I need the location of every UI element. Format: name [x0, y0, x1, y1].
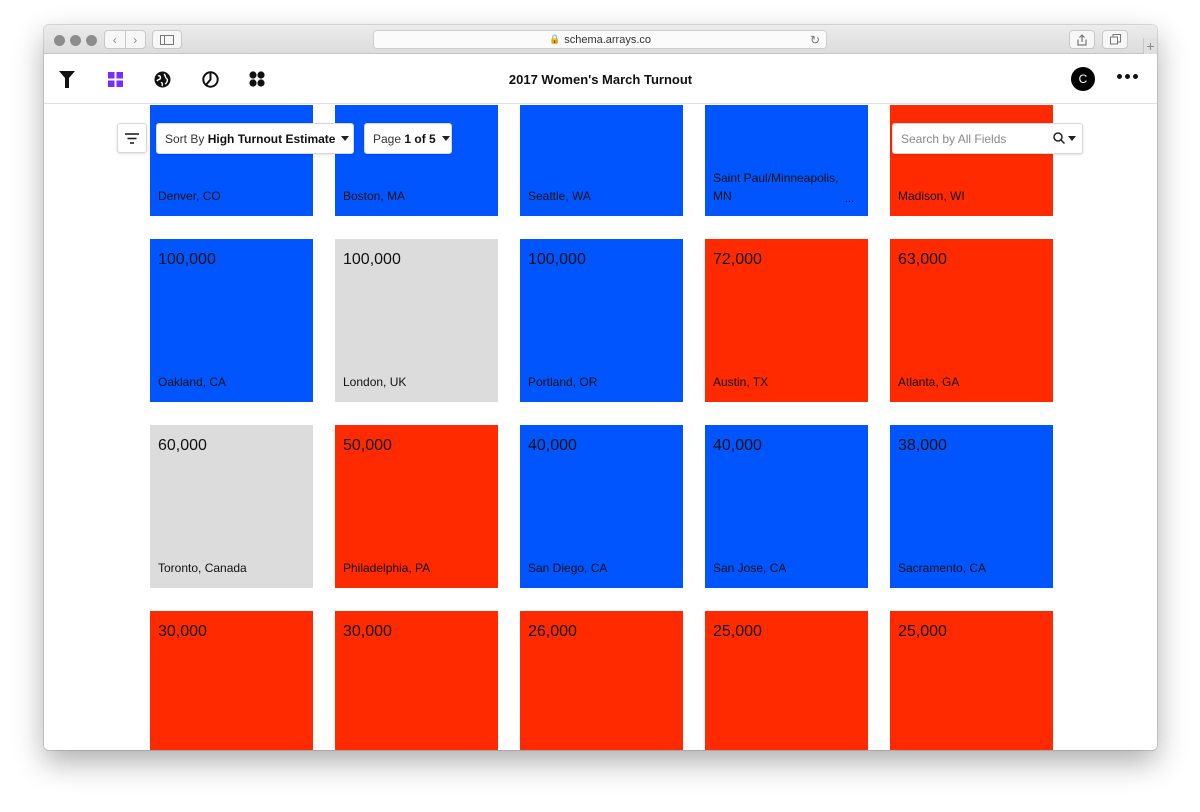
location-name: Denver, CO — [158, 189, 221, 203]
card-grid: Denver, CO Boston, MA Seattle, WA Saint Pau… — [150, 105, 1054, 750]
truncation-ellipsis: ... — [844, 193, 854, 205]
sort-prefix: Sort By — [165, 131, 205, 146]
lock-icon: 🔒 — [548, 34, 561, 44]
turnout-value: 100,000 — [528, 251, 586, 268]
back-icon[interactable]: ‹ — [105, 31, 126, 48]
location-card[interactable]: 38,000 Sacramento, CA — [890, 425, 1053, 588]
history-nav: ‹ › — [104, 30, 146, 49]
page-value: 1 of 5 — [404, 131, 436, 146]
location-card[interactable]: 60,000 Toronto, Canada — [150, 425, 313, 588]
turnout-value: 38,000 — [898, 437, 947, 454]
turnout-value: 40,000 — [528, 437, 577, 454]
search-input[interactable]: Search by All Fields — [892, 123, 1083, 154]
filters-toggle-button[interactable] — [117, 123, 147, 153]
location-card[interactable]: 63,000 Atlanta, GA — [890, 239, 1053, 402]
chevron-down-icon — [441, 136, 450, 141]
location-card[interactable]: Saint Paul/Minneapolis, MN... — [705, 105, 868, 216]
reload-icon[interactable]: ↻ — [809, 33, 820, 47]
close-window-button[interactable] — [54, 35, 65, 46]
share-icon — [1077, 33, 1087, 46]
location-card[interactable]: 100,000 Oakland, CA — [150, 239, 313, 402]
location-name: Toronto, Canada — [158, 561, 247, 575]
browser-toolbar: ‹ › 🔒 schema.arrays.co ↻ + — [44, 25, 1157, 54]
location-card[interactable]: 25,000 — [890, 611, 1053, 750]
turnout-value: 26,000 — [528, 623, 577, 640]
location-card[interactable]: Denver, CO — [150, 105, 313, 216]
location-name: Philadelphia, PA — [343, 561, 431, 575]
content-area: Denver, CO Boston, MA Seattle, WA Saint Pau… — [44, 105, 1157, 750]
filter-lines-icon — [125, 132, 139, 144]
address-url: schema.arrays.co — [564, 33, 652, 46]
address-bar[interactable]: 🔒 schema.arrays.co ↻ — [373, 30, 827, 49]
tabs-icon — [1109, 34, 1121, 45]
page-title: 2017 Women's March Turnout — [508, 72, 693, 87]
location-card[interactable]: 25,000 — [705, 611, 868, 750]
location-name: Madison, WI — [898, 189, 965, 203]
location-card[interactable]: 30,000 — [335, 611, 498, 750]
location-name: Sacramento, CA — [898, 561, 987, 575]
sidebar-icon — [160, 34, 174, 45]
turnout-value: 100,000 — [158, 251, 216, 268]
app-header: 2017 Women's March Turnout C — [44, 54, 1157, 104]
location-card[interactable]: Madison, WI — [890, 105, 1053, 216]
turnout-value: 50,000 — [343, 437, 392, 454]
globe-map-icon[interactable] — [153, 70, 171, 88]
sort-dropdown[interactable]: Sort By High Turnout Estimate — [156, 123, 354, 154]
share-button[interactable] — [1069, 30, 1095, 49]
turnout-value: 40,000 — [713, 437, 762, 454]
location-name: Oakland, CA — [158, 375, 227, 389]
filter-funnel-icon[interactable] — [58, 70, 76, 88]
location-card[interactable]: 40,000 San Jose, CA — [705, 425, 868, 588]
turnout-value: 60,000 — [158, 437, 207, 454]
browser-window: ‹ › 🔒 schema.arrays.co ↻ + — [44, 25, 1157, 750]
grid-view-icon[interactable] — [106, 70, 124, 88]
search-icon[interactable] — [1053, 132, 1076, 144]
minimize-window-button[interactable] — [70, 35, 81, 46]
turnout-value: 25,000 — [898, 623, 947, 640]
sort-value: High Turnout Estimate — [207, 131, 336, 146]
location-card[interactable]: 50,000 Philadelphia, PA — [335, 425, 498, 588]
more-options-icon[interactable] — [1117, 74, 1138, 79]
turnout-value: 72,000 — [713, 251, 762, 268]
location-card[interactable]: 40,000 San Diego, CA — [520, 425, 683, 588]
location-card[interactable]: Boston, MA — [335, 105, 498, 216]
location-card[interactable]: Seattle, WA — [520, 105, 683, 216]
new-tab-icon[interactable]: + — [1143, 38, 1157, 54]
page-dropdown[interactable]: Page 1 of 5 — [364, 123, 452, 154]
turnout-value: 63,000 — [898, 251, 947, 268]
location-card[interactable]: 100,000 Portland, OR — [520, 239, 683, 402]
turnout-value: 100,000 — [343, 251, 401, 268]
location-card[interactable]: 100,000 London, UK — [335, 239, 498, 402]
location-name: San Jose, CA — [713, 561, 787, 575]
user-avatar[interactable]: C — [1071, 67, 1095, 91]
sidebar-toggle-button[interactable] — [152, 30, 182, 49]
clusters-icon[interactable] — [248, 70, 266, 88]
search-placeholder: Search by All Fields — [901, 131, 1007, 146]
tabs-overview-button[interactable] — [1102, 30, 1128, 49]
turnout-value: 30,000 — [158, 623, 207, 640]
location-name: London, UK — [343, 375, 407, 389]
location-name: Seattle, WA — [528, 189, 591, 203]
chevron-down-icon — [1068, 135, 1076, 141]
chevron-down-icon — [341, 136, 350, 141]
location-name: San Diego, CA — [528, 561, 608, 575]
location-name: Atlanta, GA — [898, 375, 960, 389]
page-prefix: Page — [373, 131, 402, 146]
location-name: Saint Paul/Minneapolis, MN — [713, 171, 839, 203]
location-name: Austin, TX — [713, 375, 769, 389]
turnout-value: 25,000 — [713, 623, 762, 640]
turnout-value: 30,000 — [343, 623, 392, 640]
location-card[interactable]: 26,000 — [520, 611, 683, 750]
location-card[interactable]: 72,000 Austin, TX — [705, 239, 868, 402]
location-name: Boston, MA — [343, 189, 406, 203]
chart-dial-icon[interactable] — [201, 70, 219, 88]
location-card[interactable]: 30,000 — [150, 611, 313, 750]
zoom-window-button[interactable] — [86, 35, 97, 46]
forward-icon[interactable]: › — [133, 32, 138, 47]
location-name: Portland, OR — [528, 375, 598, 389]
